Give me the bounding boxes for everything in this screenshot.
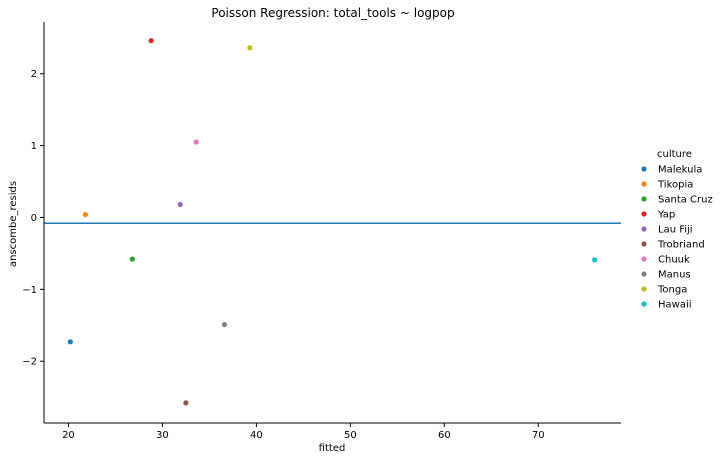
x-tick-label: 40 <box>250 430 263 441</box>
data-point-tikopia <box>82 211 88 218</box>
data-point-yap <box>148 38 154 44</box>
legend-label: Chuuk <box>658 255 690 266</box>
legend-marker <box>641 256 647 262</box>
data-point-santa-cruz <box>129 256 135 262</box>
x-tick-label: 50 <box>344 430 357 441</box>
data-point-malekula <box>67 339 73 345</box>
data-point-trobriand <box>183 400 189 406</box>
plot-area <box>44 38 621 406</box>
legend: culture Malekula Tikopia Santa Cruz Yap Lau … <box>641 149 713 311</box>
y-tick-label: 0 <box>31 213 37 224</box>
y-tick-label: 2 <box>31 69 37 80</box>
data-point-tonga <box>247 45 253 51</box>
legend-label: Malekula <box>658 165 702 176</box>
legend-marker <box>641 196 647 202</box>
legend-marker <box>641 211 647 217</box>
legend-marker <box>641 271 647 277</box>
x-tick-label: 70 <box>532 430 545 441</box>
legend-marker <box>641 241 647 247</box>
legend-marker <box>641 181 647 187</box>
legend-label: Trobriand <box>657 240 705 251</box>
y-tick-label: −1 <box>22 285 37 296</box>
legend-marker <box>641 166 647 172</box>
legend-label: Hawaii <box>658 300 692 311</box>
y-axis-label: anscombe_resids <box>8 181 19 267</box>
x-axis-ticks: 20 30 40 50 60 70 <box>62 423 545 441</box>
legend-label: Tikopia <box>657 180 693 191</box>
legend-title: culture <box>657 149 692 160</box>
y-tick-label: 1 <box>31 141 37 152</box>
data-point-lau-fiji <box>177 201 183 208</box>
legend-marker <box>641 301 647 307</box>
legend-label: Tonga <box>657 285 687 296</box>
legend-marker <box>641 226 647 232</box>
x-tick-label: 20 <box>62 430 75 441</box>
y-axis-ticks: −2 −1 0 1 2 <box>22 69 44 368</box>
legend-label: Lau Fiji <box>658 225 693 236</box>
x-tick-label: 60 <box>438 430 451 441</box>
chart-title: Poisson Regression: total_tools ~ logpop <box>211 6 454 20</box>
data-point-chuuk <box>193 139 199 145</box>
x-tick-label: 30 <box>156 430 169 441</box>
legend-label: Santa Cruz <box>658 195 713 206</box>
legend-label: Manus <box>658 270 691 281</box>
data-point-hawaii <box>592 257 598 263</box>
data-point-manus <box>221 321 228 328</box>
x-axis-label: fitted <box>319 443 346 454</box>
legend-marker <box>641 286 647 292</box>
y-tick-label: −2 <box>22 357 37 368</box>
legend-label: Yap <box>657 210 675 221</box>
